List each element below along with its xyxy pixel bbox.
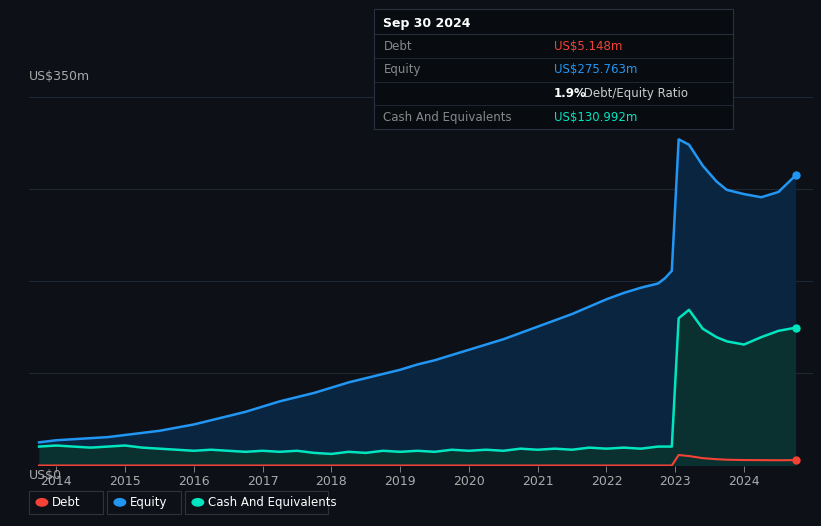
Text: US$130.992m: US$130.992m xyxy=(554,110,638,124)
Text: US$0: US$0 xyxy=(29,469,62,482)
Text: Debt: Debt xyxy=(383,39,412,53)
Text: Equity: Equity xyxy=(130,496,167,509)
Text: Debt: Debt xyxy=(52,496,80,509)
Text: US$275.763m: US$275.763m xyxy=(554,63,638,76)
Text: US$5.148m: US$5.148m xyxy=(554,39,622,53)
Text: Equity: Equity xyxy=(383,63,421,76)
Text: Sep 30 2024: Sep 30 2024 xyxy=(383,17,471,30)
Text: Debt/Equity Ratio: Debt/Equity Ratio xyxy=(580,87,689,100)
Text: 1.9%: 1.9% xyxy=(554,87,587,100)
Text: Cash And Equivalents: Cash And Equivalents xyxy=(383,110,512,124)
Text: Cash And Equivalents: Cash And Equivalents xyxy=(208,496,337,509)
Text: US$350m: US$350m xyxy=(29,70,89,83)
